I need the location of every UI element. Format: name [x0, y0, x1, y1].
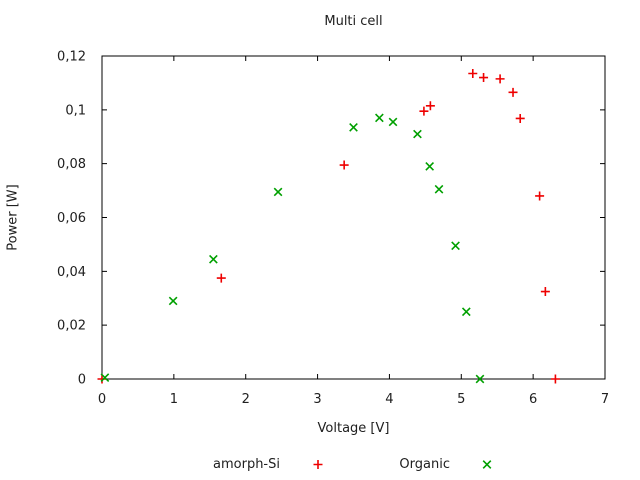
x-tick-label: 5 — [457, 392, 465, 407]
data-point-organic — [413, 129, 422, 139]
y-tick-label: 0,12 — [57, 50, 86, 65]
x-tick-label: 2 — [242, 392, 250, 407]
x-tick-label: 4 — [385, 392, 393, 407]
data-point-organic — [100, 373, 110, 383]
data-point-organic — [273, 187, 283, 197]
data-point-amorph-si — [419, 106, 429, 116]
legend-label-amorph-si: amorph-Si — [213, 457, 280, 472]
x-tick-label: 3 — [313, 392, 321, 407]
x-tick-label: 0 — [98, 392, 106, 407]
data-point-amorph-si — [535, 191, 545, 201]
y-tick-label: 0,04 — [57, 265, 86, 280]
data-point-organic — [168, 296, 178, 306]
legend-marker-amorph-si-icon — [313, 460, 323, 469]
data-point-organic — [209, 254, 218, 264]
y-tick-label: 0,08 — [57, 157, 86, 172]
x-tick-label: 7 — [601, 392, 609, 407]
legend-marker-organic-icon — [482, 460, 492, 469]
data-point-organic — [451, 241, 460, 251]
data-point-organic — [349, 122, 358, 132]
x-axis-title: Voltage [V] — [317, 421, 390, 436]
y-tick-label: 0,1 — [65, 103, 86, 118]
data-point-amorph-si — [508, 87, 518, 97]
data-point-amorph-si — [425, 101, 435, 111]
axis-frame — [101, 55, 606, 380]
y-tick-label: 0,06 — [57, 211, 86, 226]
data-point-organic — [434, 184, 444, 194]
data-point-amorph-si — [216, 273, 226, 283]
x-tick-label: 1 — [170, 392, 178, 407]
data-point-amorph-si — [479, 73, 489, 83]
data-point-amorph-si — [515, 113, 525, 123]
data-point-amorph-si — [468, 68, 478, 78]
x-tick-label: 6 — [529, 392, 537, 407]
data-point-organic — [425, 161, 435, 171]
data-point-organic — [388, 117, 398, 127]
data-point-amorph-si — [97, 374, 107, 384]
y-tick-label: 0 — [78, 373, 86, 388]
data-point-amorph-si — [495, 74, 505, 84]
data-point-organic — [475, 374, 485, 384]
data-point-organic — [375, 113, 384, 123]
data-point-organic — [461, 307, 471, 317]
data-point-amorph-si — [339, 160, 349, 170]
y-tick-label: 0,02 — [57, 319, 86, 334]
legend-label-organic: Organic — [399, 457, 450, 472]
data-point-amorph-si — [550, 374, 560, 384]
data-point-amorph-si — [540, 287, 550, 297]
chart-title: Multi cell — [324, 14, 383, 29]
